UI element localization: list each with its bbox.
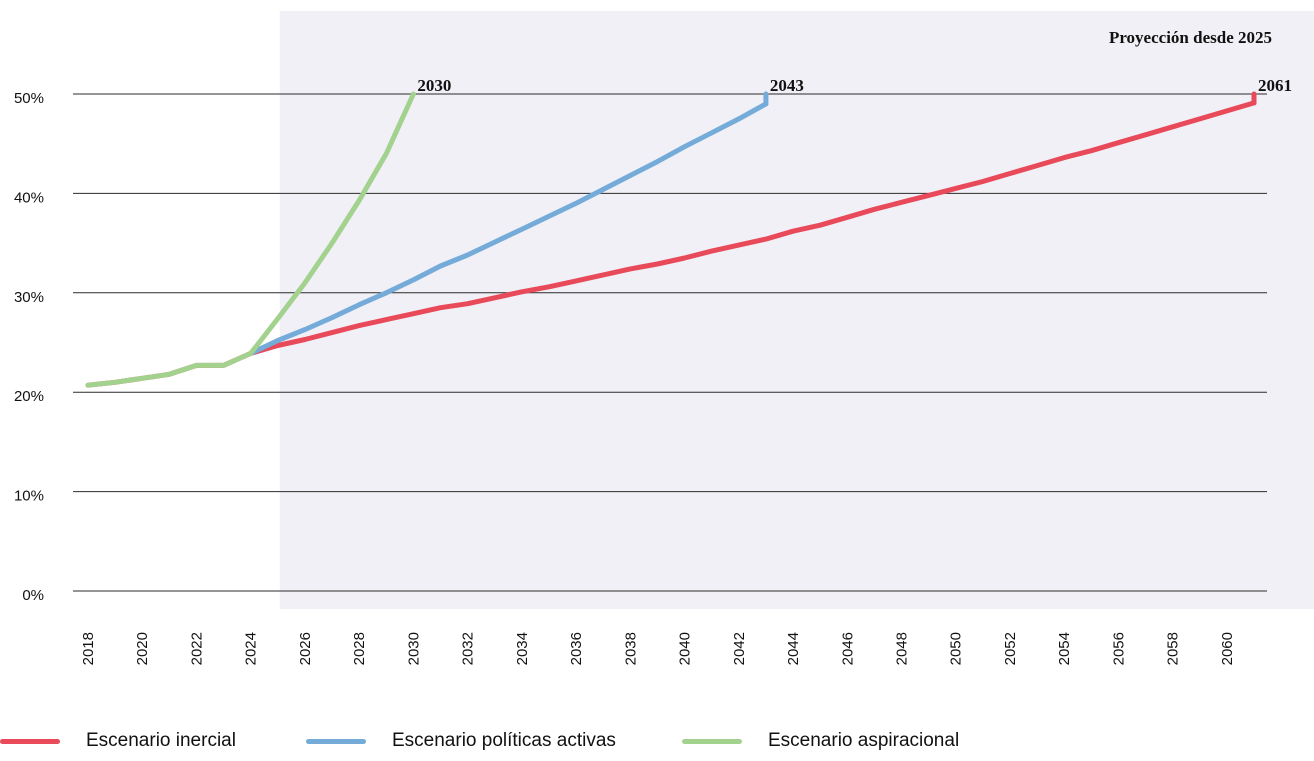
x-tick-label: 2044 [785,632,802,665]
projection-region [279,11,1314,609]
y-tick-label: 20% [14,388,44,405]
end-label-inercial: 2061 [1258,76,1292,95]
end-label-politicas-activas: 2043 [770,76,804,95]
y-tick-label: 50% [14,90,44,107]
x-tick-label: 2050 [948,632,965,665]
legend: Escenario inercial Escenario políticas a… [0,726,1314,756]
y-axis-ticks: 0% 10% 20% 30% 40% 50% [14,90,44,604]
x-tick-label: 2060 [1219,632,1236,665]
gridlines [73,93,1267,592]
series-line-inercial [85,100,1257,388]
projection-label: Proyección desde 2025 [1109,28,1272,47]
legend-label-inercial: Escenario inercial [86,730,236,751]
y-tick-label: 0% [22,587,44,604]
end-label-aspiracional: 2030 [417,76,451,95]
y-tick-label: 30% [14,289,44,306]
series-lines [85,91,1257,388]
legend-label-aspiracional: Escenario aspiracional [768,730,960,751]
x-tick-label: 2058 [1165,632,1182,665]
x-tick-label: 2034 [514,632,531,665]
x-tick-label: 2024 [243,632,260,665]
x-tick-label: 2020 [134,632,151,665]
x-tick-label: 2018 [80,632,97,665]
x-tick-label: 2022 [188,632,205,665]
y-tick-label: 40% [14,189,44,206]
legend-item-aspiracional: Escenario aspiracional [682,726,959,756]
x-tick-label: 2054 [1056,632,1073,665]
x-tick-label: 2038 [622,632,639,665]
series-line-politicas-activas [248,101,769,356]
legend-swatch-aspiracional [682,738,742,744]
x-tick-label: 2026 [297,632,314,665]
legend-swatch-politicas-activas [306,738,366,744]
series-end-labels: 2061 2043 2030 [417,76,1292,95]
x-tick-label: 2042 [731,632,748,665]
legend-label-politicas-activas: Escenario políticas activas [392,730,616,751]
x-tick-label: 2046 [839,632,856,665]
x-axis-ticks: 2018 2020 2022 2024 2026 2028 2030 2032 2034 2036… [80,632,1236,665]
series-line-aspiracional [85,91,416,388]
x-tick-label: 2040 [677,632,694,665]
x-tick-label: 2036 [568,632,585,665]
legend-swatch-inercial [0,738,60,744]
x-tick-label: 2048 [893,632,910,665]
x-tick-label: 2056 [1110,632,1127,665]
legend-item-politicas-activas: Escenario políticas activas [306,726,616,756]
y-tick-label: 10% [14,488,44,505]
legend-item-inercial: Escenario inercial [0,726,236,756]
x-tick-label: 2028 [351,632,368,665]
x-tick-label: 2032 [460,632,477,665]
x-tick-label: 2052 [1002,632,1019,665]
x-tick-label: 2030 [405,632,422,665]
